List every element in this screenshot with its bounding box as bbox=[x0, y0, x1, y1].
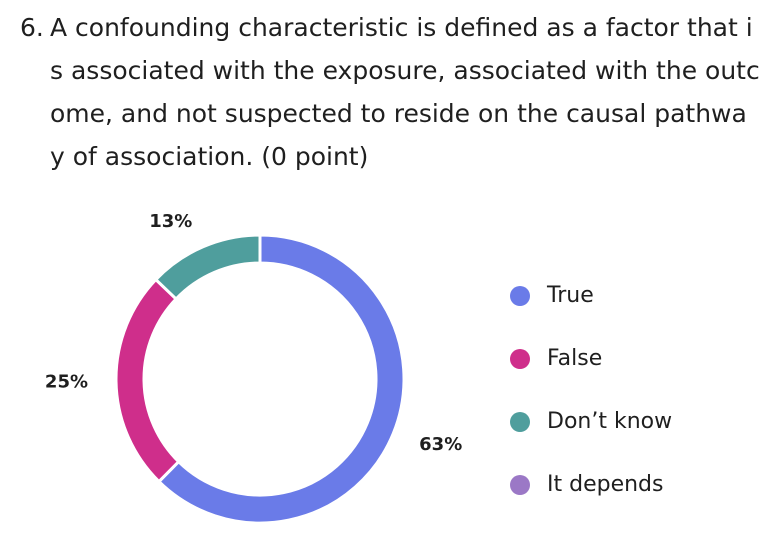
legend-item-0: True bbox=[510, 264, 672, 327]
data-label-1: 25% bbox=[45, 372, 88, 393]
legend-label-0: True bbox=[547, 283, 594, 308]
donut-data-labels: 63% 25% 13% bbox=[45, 211, 462, 455]
chart-area: 63% 25% 13% True False Don’t know It depends bbox=[0, 190, 782, 538]
question-heading: 6. A confounding characteristic is defin… bbox=[20, 6, 765, 178]
donut-chart: 63% 25% 13% bbox=[45, 211, 462, 525]
legend-label-2: Don’t know bbox=[547, 409, 673, 434]
donut-slice-1 bbox=[114, 277, 181, 484]
legend-item-2: Don’t know bbox=[510, 390, 672, 453]
donut-slice-2 bbox=[153, 233, 262, 302]
legend-swatch-2 bbox=[510, 411, 530, 432]
chart-legend: True False Don’t know It depends bbox=[510, 264, 672, 516]
data-label-2: 13% bbox=[149, 211, 192, 232]
legend-label-1: False bbox=[547, 346, 603, 371]
donut-slice-0 bbox=[156, 233, 406, 525]
data-label-0: 63% bbox=[419, 434, 462, 455]
legend-swatch-3 bbox=[510, 474, 530, 495]
legend-item-3: It depends bbox=[510, 453, 672, 516]
legend-swatch-0 bbox=[510, 285, 530, 306]
question-number: 6. bbox=[20, 13, 44, 42]
legend-item-1: False bbox=[510, 327, 672, 390]
donut-slices bbox=[114, 233, 406, 525]
legend-swatch-1 bbox=[510, 348, 530, 369]
question-text: A confounding characteristic is defined … bbox=[50, 13, 760, 171]
legend-label-3: It depends bbox=[547, 472, 664, 497]
